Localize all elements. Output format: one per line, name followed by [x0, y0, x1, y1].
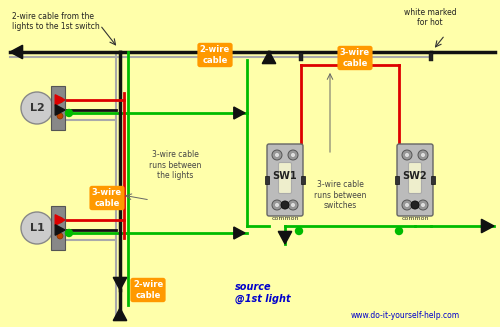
- Circle shape: [21, 212, 53, 244]
- Text: SW1: SW1: [272, 171, 297, 181]
- Circle shape: [281, 201, 289, 209]
- Polygon shape: [55, 95, 65, 105]
- Polygon shape: [234, 107, 245, 119]
- Circle shape: [57, 217, 63, 223]
- Text: common: common: [401, 216, 429, 221]
- Circle shape: [66, 230, 72, 236]
- Polygon shape: [55, 215, 65, 225]
- Polygon shape: [55, 225, 65, 235]
- Circle shape: [57, 233, 63, 239]
- Circle shape: [57, 97, 63, 103]
- Circle shape: [396, 228, 402, 234]
- Circle shape: [418, 200, 428, 210]
- Circle shape: [418, 150, 428, 160]
- Circle shape: [288, 150, 298, 160]
- Circle shape: [274, 202, 280, 208]
- FancyBboxPatch shape: [278, 163, 291, 194]
- Circle shape: [66, 110, 72, 116]
- Bar: [301, 176, 305, 184]
- Text: 2-wire
cable: 2-wire cable: [200, 45, 230, 65]
- FancyBboxPatch shape: [408, 163, 422, 194]
- Text: L1: L1: [30, 223, 44, 233]
- Text: www.do-it-yourself-help.com: www.do-it-yourself-help.com: [350, 311, 460, 320]
- Circle shape: [21, 92, 53, 124]
- Circle shape: [420, 152, 426, 158]
- Circle shape: [288, 200, 298, 210]
- Circle shape: [402, 150, 412, 160]
- Circle shape: [420, 202, 426, 208]
- Circle shape: [274, 152, 280, 158]
- Polygon shape: [482, 219, 494, 233]
- Circle shape: [272, 150, 282, 160]
- Polygon shape: [113, 277, 127, 290]
- Bar: [431, 176, 435, 184]
- Polygon shape: [262, 51, 276, 63]
- Circle shape: [57, 113, 63, 119]
- Text: L2: L2: [30, 103, 44, 113]
- Circle shape: [404, 152, 409, 158]
- Text: 3-wire cable
runs between
switches: 3-wire cable runs between switches: [314, 180, 366, 210]
- Bar: [299, 53, 303, 61]
- Text: 3-wire
cable: 3-wire cable: [340, 48, 370, 68]
- Polygon shape: [55, 105, 65, 115]
- Text: 3-wire cable
runs between
the lights: 3-wire cable runs between the lights: [149, 150, 201, 180]
- Polygon shape: [10, 45, 22, 59]
- Text: SW2: SW2: [402, 171, 427, 181]
- Bar: [51, 86, 65, 130]
- Circle shape: [404, 202, 409, 208]
- Text: 2-wire cable from the
lights to the 1st switch: 2-wire cable from the lights to the 1st …: [12, 12, 100, 31]
- Bar: [395, 176, 399, 184]
- FancyBboxPatch shape: [267, 144, 303, 216]
- Circle shape: [272, 200, 282, 210]
- FancyBboxPatch shape: [397, 144, 433, 216]
- Circle shape: [402, 200, 412, 210]
- Bar: [265, 176, 269, 184]
- Polygon shape: [113, 308, 127, 320]
- Text: 2-wire
cable: 2-wire cable: [133, 280, 163, 300]
- Polygon shape: [234, 227, 245, 239]
- Circle shape: [411, 201, 419, 209]
- Bar: [51, 206, 65, 250]
- Text: source
@1st light: source @1st light: [235, 282, 290, 304]
- Text: white marked
for hot: white marked for hot: [404, 8, 456, 27]
- Circle shape: [296, 228, 302, 234]
- Circle shape: [290, 202, 296, 208]
- Polygon shape: [278, 232, 292, 244]
- Bar: [429, 53, 433, 61]
- Circle shape: [290, 152, 296, 158]
- Text: 3-wire
cable: 3-wire cable: [92, 188, 122, 208]
- Text: common: common: [271, 216, 299, 221]
